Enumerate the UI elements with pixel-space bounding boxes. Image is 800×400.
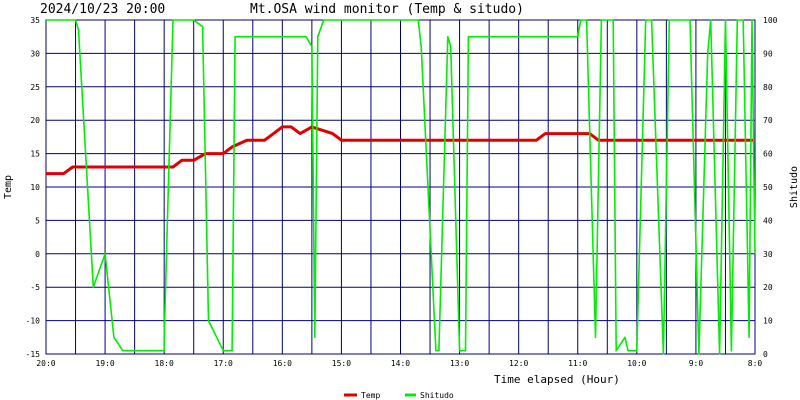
y-tick-label: 25 (30, 83, 40, 92)
humidity-series-line (46, 19, 756, 355)
temp-series-line (46, 125, 755, 176)
y2-tick-label: 30 (763, 250, 773, 259)
chart-title: Mt.OSA wind monitor (Temp & situdo) (250, 2, 524, 17)
x-tick-label: 19:0 (95, 359, 114, 368)
x-tick-label: 20:0 (36, 359, 55, 368)
x-tick-label: 14:0 (391, 359, 410, 368)
y2-tick-label: 70 (763, 116, 773, 125)
y-tick-label: 35 (30, 16, 40, 25)
series-layer (46, 19, 756, 355)
x-tick-label: 10:0 (627, 359, 646, 368)
y-axis-label: Temp (3, 175, 14, 199)
legend: Temp Shitudo (344, 391, 454, 400)
x-tick-label: 15:0 (332, 359, 351, 368)
x-tick-label: 13:0 (450, 359, 469, 368)
tick-labels: -15 -10 -5 0 5 10 15 20 25 30 35 0 10 20 30 40 50 60 70 80 9… (26, 16, 778, 368)
y-tick-label: 10 (30, 183, 40, 192)
y-tick-label: 15 (30, 150, 40, 159)
legend-temp-label: Temp (361, 391, 380, 400)
y-tick-label: 20 (30, 116, 40, 125)
x-tick-label: 18:0 (155, 359, 174, 368)
x-axis-label: Time elapsed (Hour) (494, 373, 620, 386)
x-tick-label: 16:0 (273, 359, 292, 368)
x-tick-label: 17:0 (214, 359, 233, 368)
y2-tick-label: 20 (763, 283, 773, 292)
y2-tick-label: 0 (763, 350, 768, 359)
legend-humidity-label: Shitudo (420, 391, 454, 400)
timestamp-label: 2024/10/23 20:00 (40, 2, 165, 17)
y2-tick-label: 10 (763, 317, 773, 326)
y2-tick-label: 50 (763, 183, 773, 192)
x-tick-label: 11:0 (568, 359, 587, 368)
y-tick-label: 0 (35, 250, 40, 259)
y2-tick-label: 80 (763, 83, 773, 92)
y-tick-label: -5 (30, 283, 40, 292)
grid-layer (45, 19, 756, 355)
x-tick-label: 9:0 (689, 359, 704, 368)
y2-tick-label: 100 (763, 16, 778, 25)
y-tick-label: 30 (30, 49, 40, 58)
y-tick-label: 5 (35, 216, 40, 225)
x-tick-label: 12:0 (509, 359, 528, 368)
y2-axis-label: Shitudo (789, 166, 800, 208)
x-tick-label: 8:0 (748, 359, 763, 368)
y2-tick-label: 90 (763, 49, 773, 58)
y2-tick-label: 60 (763, 150, 773, 159)
y2-tick-label: 40 (763, 216, 773, 225)
y-tick-label: -10 (26, 317, 41, 326)
y-tick-label: -15 (26, 350, 41, 359)
